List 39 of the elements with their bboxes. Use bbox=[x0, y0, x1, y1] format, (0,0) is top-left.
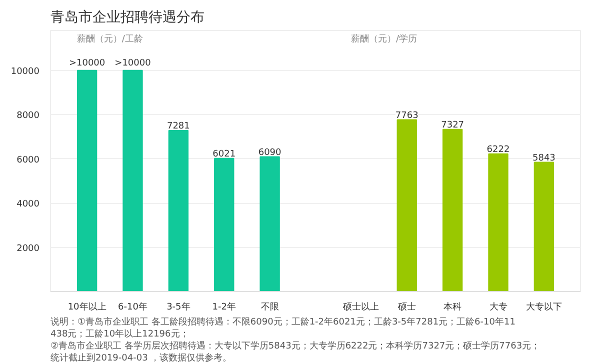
annotation: 薪酬（元）/学历 bbox=[351, 34, 418, 44]
chart-title: 青岛市企业招聘待遇分布 bbox=[50, 10, 204, 26]
y-tick-label: 10000 bbox=[10, 66, 40, 77]
y-tick-label: 2000 bbox=[16, 244, 40, 254]
bar bbox=[396, 119, 417, 292]
x-tick-label: 硕士以上 bbox=[342, 302, 380, 312]
bar bbox=[168, 130, 189, 292]
data-label: >10000 bbox=[114, 58, 152, 68]
x-tick-label: 大专以下 bbox=[526, 302, 562, 312]
y-tick-label: 6000 bbox=[16, 155, 40, 166]
bar bbox=[214, 158, 234, 292]
x-tick-label: 大专 bbox=[489, 302, 508, 312]
data-label: >10000 bbox=[68, 58, 106, 68]
bar bbox=[122, 70, 143, 292]
text: 统计截止到2019-04-03 ，该数据仅供参考。 bbox=[50, 352, 232, 363]
x-tick-label: 硕士 bbox=[396, 302, 416, 312]
data-label: 5843 bbox=[532, 153, 556, 164]
x-tick-label: 10年以上 bbox=[68, 302, 106, 312]
x-tick-label: 不限 bbox=[260, 302, 279, 312]
data-label: 7763 bbox=[395, 110, 418, 121]
bar bbox=[76, 70, 98, 292]
x-tick-label: 本科 bbox=[444, 302, 462, 312]
y-tick-label: 8000 bbox=[16, 111, 40, 122]
text: ②青岛市企业职工 各学历层次招聘待遇：大专以下学历5843元；大专学历6222元；本科学历7327元；硕士学历7763元； bbox=[50, 340, 540, 352]
data-label: 6222 bbox=[486, 144, 510, 155]
data-label: 7327 bbox=[441, 120, 464, 130]
x-tick-label: 1-2年 bbox=[212, 302, 236, 312]
data-label: 7281 bbox=[166, 121, 190, 132]
data-label: 6090 bbox=[258, 148, 282, 158]
bar bbox=[442, 128, 463, 292]
data-label: 6021 bbox=[212, 149, 236, 160]
text: 说明：①青岛市企业职工 各工龄段招聘待遇：不限6090元；工龄1-2年6021元；工龄3-5年7281元；工龄6-10年11438元；工龄10年以上12196元； bbox=[50, 316, 516, 340]
x-tick-label: 6-10年 bbox=[118, 302, 148, 312]
bar bbox=[534, 162, 554, 292]
bar bbox=[260, 156, 280, 292]
bar bbox=[488, 153, 508, 292]
y-tick-label: 4000 bbox=[16, 200, 40, 210]
annotation: 薪酬（元）/工龄 bbox=[76, 34, 143, 44]
x-tick-label: 3-5年 bbox=[166, 302, 190, 312]
